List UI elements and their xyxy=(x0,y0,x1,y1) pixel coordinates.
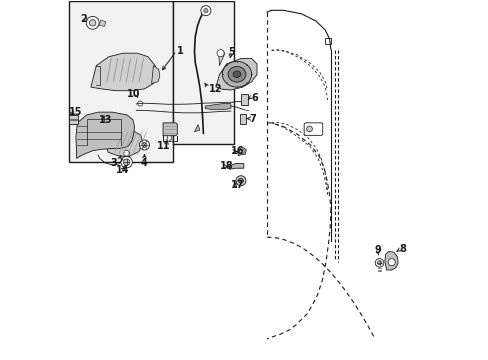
Ellipse shape xyxy=(222,62,251,87)
Polygon shape xyxy=(229,163,244,169)
Text: 8: 8 xyxy=(398,244,405,253)
Bar xyxy=(69,115,78,123)
Polygon shape xyxy=(76,112,134,158)
Text: 14: 14 xyxy=(115,165,129,175)
Circle shape xyxy=(240,149,244,154)
Polygon shape xyxy=(384,251,397,270)
Polygon shape xyxy=(99,20,106,26)
Text: 4: 4 xyxy=(141,158,147,168)
Bar xyxy=(69,1,173,162)
Circle shape xyxy=(108,141,115,149)
FancyBboxPatch shape xyxy=(304,123,322,135)
Text: 9: 9 xyxy=(373,246,380,255)
Circle shape xyxy=(201,6,210,16)
Circle shape xyxy=(121,157,132,168)
Bar xyxy=(173,1,233,144)
Circle shape xyxy=(142,143,147,148)
Text: 5: 5 xyxy=(228,47,235,57)
Text: 13: 13 xyxy=(99,115,112,125)
Bar xyxy=(240,113,246,123)
Polygon shape xyxy=(107,130,142,157)
Text: 7: 7 xyxy=(249,113,256,123)
Text: 18: 18 xyxy=(220,161,233,171)
Text: 15: 15 xyxy=(69,107,82,117)
Ellipse shape xyxy=(233,71,241,77)
Polygon shape xyxy=(218,50,224,66)
Circle shape xyxy=(138,101,142,106)
Circle shape xyxy=(217,50,224,57)
Circle shape xyxy=(123,150,129,156)
Text: 6: 6 xyxy=(250,93,257,103)
Polygon shape xyxy=(205,104,230,110)
Polygon shape xyxy=(151,66,160,84)
Circle shape xyxy=(139,140,149,150)
Polygon shape xyxy=(91,53,157,91)
Circle shape xyxy=(123,159,130,165)
Circle shape xyxy=(374,258,383,267)
Circle shape xyxy=(306,126,312,132)
Polygon shape xyxy=(163,123,177,136)
Circle shape xyxy=(203,9,207,13)
Text: 11: 11 xyxy=(157,141,170,151)
Circle shape xyxy=(238,178,243,183)
Polygon shape xyxy=(194,125,200,132)
Text: 1: 1 xyxy=(177,46,183,57)
Circle shape xyxy=(89,19,96,26)
Bar xyxy=(241,94,247,105)
Text: 2: 2 xyxy=(80,14,87,24)
Bar xyxy=(325,38,330,44)
Polygon shape xyxy=(237,148,246,156)
Circle shape xyxy=(387,258,394,266)
Ellipse shape xyxy=(227,66,245,82)
Circle shape xyxy=(86,17,99,29)
Text: 12: 12 xyxy=(208,84,222,94)
Circle shape xyxy=(377,261,381,265)
Text: 3: 3 xyxy=(110,158,117,168)
Circle shape xyxy=(235,176,245,186)
Polygon shape xyxy=(216,59,257,90)
Text: 16: 16 xyxy=(230,147,244,157)
Text: 17: 17 xyxy=(230,180,244,190)
Text: 10: 10 xyxy=(127,89,140,99)
